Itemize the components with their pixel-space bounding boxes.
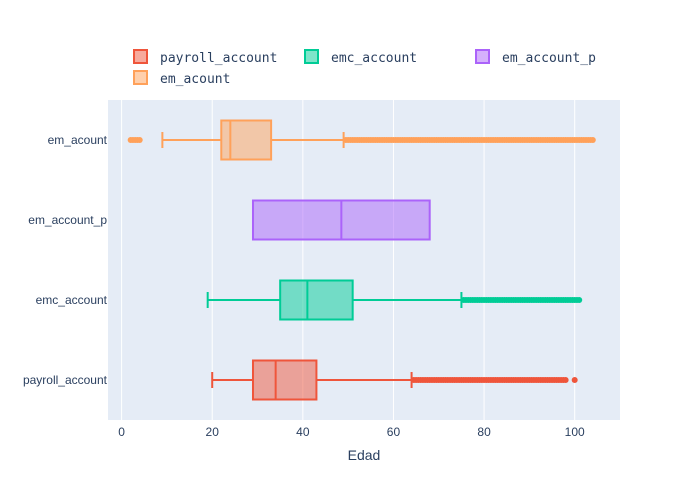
box-em_account_p: [251, 199, 431, 241]
legend-label: payroll_account: [160, 51, 277, 66]
x-tick-label: 0: [118, 425, 125, 439]
legend-label: em_account_p: [502, 51, 596, 66]
x-tick-label: 60: [387, 425, 401, 439]
legend-swatch: [133, 70, 148, 85]
y-axis-ticks: payroll_account emc_account em_account_p em…: [23, 133, 108, 387]
x-tick-label: 20: [206, 425, 220, 439]
legend-swatch: [304, 49, 319, 64]
box-iqr: [251, 359, 318, 401]
box-emc_account: [206, 279, 583, 321]
legend: payroll_account emc_account em_account_pem…: [133, 49, 596, 87]
outlier-point: [576, 297, 583, 303]
y-tick-label: em_acount: [48, 133, 108, 147]
outlier-point: [589, 137, 596, 143]
y-tick-label: em_account_p: [28, 213, 107, 227]
outlier-point: [562, 377, 569, 383]
x-axis-title: Edad: [348, 447, 381, 463]
box-em_acount: [127, 119, 596, 161]
legend-label: em_acount: [160, 72, 230, 87]
legend-swatch: [133, 49, 148, 64]
outlier-point: [136, 137, 143, 143]
legend-label: emc_account: [331, 51, 417, 66]
x-tick-label: 40: [296, 425, 310, 439]
box-iqr: [279, 279, 354, 321]
y-tick-label: emc_account: [36, 293, 108, 307]
legend-item-em_acount: em_acount: [133, 70, 230, 87]
x-axis-ticks: 0 20 40 60 80 100: [118, 425, 585, 439]
legend-item-emc_account: emc_account: [304, 49, 417, 66]
plot-area: [108, 100, 620, 420]
y-tick-label: payroll_account: [23, 373, 108, 387]
legend-swatch: [475, 49, 490, 64]
legend-item-em_account_p: em_account_p: [475, 49, 596, 66]
legend-item-payroll_account: payroll_account: [133, 49, 277, 66]
gridlines: [121, 100, 576, 420]
outlier-point: [571, 377, 578, 383]
x-tick-label: 80: [477, 425, 491, 439]
box-payroll_account: [211, 359, 578, 401]
box-iqr: [220, 119, 273, 161]
x-tick-label: 100: [565, 425, 585, 439]
boxes: [127, 119, 596, 401]
